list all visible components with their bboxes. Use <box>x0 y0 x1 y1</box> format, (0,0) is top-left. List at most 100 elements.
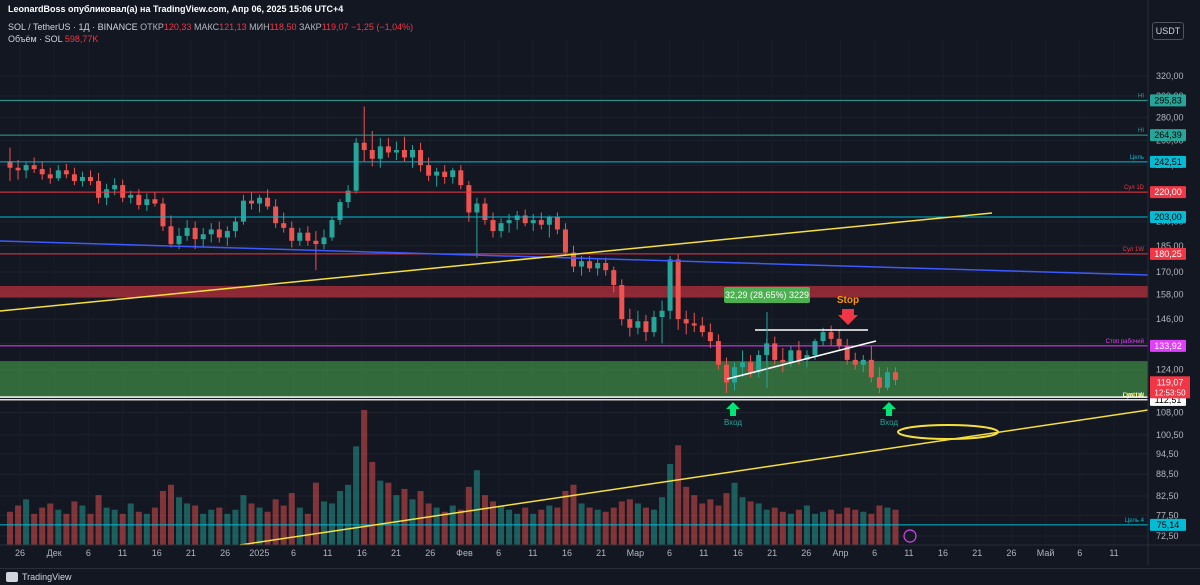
volume-bar <box>119 513 126 545</box>
volume-bar <box>200 513 207 545</box>
volume-bar <box>699 503 706 545</box>
candle-body <box>232 221 238 232</box>
volume-bar <box>610 507 617 545</box>
volume-bar <box>433 507 440 545</box>
volume-label[interactable]: Объём · SOL <box>8 34 63 44</box>
candle-body <box>780 359 786 363</box>
x-tick-label: 21 <box>596 548 606 558</box>
x-tick-label: Апр <box>833 548 849 558</box>
volume-bar <box>385 482 392 545</box>
candle-body <box>450 170 456 177</box>
candle-body <box>683 319 689 324</box>
level-price-badge <box>1150 339 1186 352</box>
candle-body <box>88 176 93 182</box>
candle-body <box>723 364 729 383</box>
volume-bar <box>256 507 263 545</box>
volume-bar <box>755 503 762 545</box>
volume-value: 598,77K <box>64 34 99 44</box>
candle-body <box>490 220 496 232</box>
candle-body <box>71 174 77 182</box>
candle-body <box>691 323 697 326</box>
x-tick-label: 21 <box>391 548 401 558</box>
level-price-badge <box>1150 186 1186 199</box>
candle-body <box>611 270 617 285</box>
volume-bar <box>361 410 368 545</box>
currency-button[interactable]: USDT <box>1152 22 1184 40</box>
volume-bar <box>763 509 770 545</box>
change-value: −1,25 (−1,04%) <box>351 22 414 32</box>
volume-bar <box>522 507 529 545</box>
candle-body <box>466 185 472 213</box>
level-tag: Сул 1W <box>1123 247 1145 253</box>
candle-body <box>715 341 721 365</box>
entry-arrow-icon <box>726 402 740 416</box>
volume-bar <box>184 503 191 545</box>
volume-bar <box>312 482 319 545</box>
candle-body <box>740 362 746 368</box>
volume-bar <box>667 464 674 545</box>
x-tick-label: 26 <box>801 548 811 558</box>
volume-bar <box>868 513 875 545</box>
volume-bar <box>224 513 231 545</box>
volume-bar <box>642 507 649 545</box>
volume-bar <box>208 509 215 545</box>
candle-body <box>699 325 705 333</box>
volume-bar <box>602 511 609 545</box>
candle-body <box>192 227 198 240</box>
level-tag: Сул 1D <box>1124 185 1145 191</box>
volume-bar <box>771 507 778 545</box>
volume-bar <box>288 493 295 545</box>
volume-legend: Объём · SOL 598,77K <box>8 34 98 44</box>
candle-body <box>321 237 327 245</box>
volume-bar <box>264 511 271 545</box>
candle-body <box>418 150 424 166</box>
candle-body <box>562 229 568 253</box>
x-tick-label: 21 <box>767 548 777 558</box>
candle-body <box>635 321 641 328</box>
level-price-label: 75,14 <box>1157 520 1180 530</box>
volume-bar <box>538 509 545 545</box>
level-price-label: 220,00 <box>1154 187 1182 197</box>
volume-bar <box>779 511 786 545</box>
countdown-label: 12:53:50 <box>1154 388 1186 397</box>
volume-bar <box>707 499 714 545</box>
volume-bar <box>490 501 496 545</box>
candle-body <box>289 227 295 241</box>
volume-bar <box>31 513 38 545</box>
x-tick-label: 21 <box>972 548 982 558</box>
volume-bar <box>232 509 239 545</box>
y-tick-label: 88,50 <box>1156 469 1179 479</box>
candle-body <box>426 165 432 176</box>
candle-body <box>184 227 190 236</box>
volume-bar <box>409 499 416 545</box>
volume-bar <box>216 507 223 545</box>
volume-bar <box>353 446 360 545</box>
candle-body <box>651 317 657 333</box>
volume-bar <box>248 503 255 545</box>
candle-body <box>240 200 246 222</box>
volume-bar <box>530 513 537 545</box>
volume-bar <box>812 513 818 545</box>
highlight-ellipse <box>897 424 999 440</box>
volume-bar <box>135 511 142 545</box>
candle-body <box>313 240 319 245</box>
candle-body <box>47 174 53 179</box>
candle-body <box>812 341 818 356</box>
level-price-label: 295,83 <box>1154 95 1182 105</box>
y-tick-label: 185,00 <box>1156 241 1184 251</box>
volume-bar <box>87 513 94 545</box>
candle-body <box>200 234 206 240</box>
candle-body <box>498 223 504 232</box>
level-price-label: 133,92 <box>1154 341 1182 351</box>
candle-body <box>144 199 150 206</box>
candle-body <box>884 372 890 388</box>
level-tag: Сул 1W <box>1123 393 1145 399</box>
candle-body <box>828 332 834 339</box>
candle-body <box>104 189 110 198</box>
symbol-legend: SOL / TetherUS · 1Д · BINANCE ОТКР120,33… <box>8 22 413 32</box>
volume-bar <box>127 503 134 545</box>
symbol-name[interactable]: SOL / TetherUS · 1Д · BINANCE <box>8 22 138 32</box>
candle-body <box>120 185 126 198</box>
volume-bar <box>168 484 174 545</box>
